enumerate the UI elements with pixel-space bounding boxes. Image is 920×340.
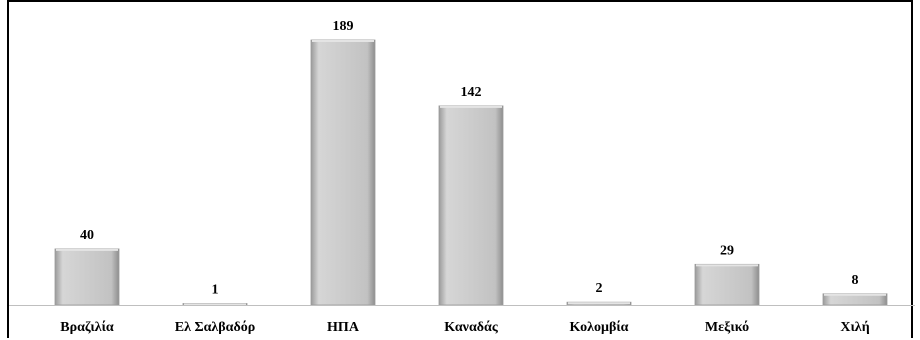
data-label-4: 2 <box>596 281 603 296</box>
category-label-1: Ελ Σαλβαδόρ <box>175 320 256 335</box>
bar-highlight-4 <box>568 302 630 305</box>
bar-5 <box>694 263 760 306</box>
bar-3 <box>438 105 504 306</box>
category-label-6: Χιλή <box>840 320 869 335</box>
data-label-2: 189 <box>333 19 354 34</box>
data-label-1: 1 <box>212 283 219 298</box>
category-label-3: Καναδάς <box>444 320 499 335</box>
data-label-3: 142 <box>461 85 482 100</box>
category-label-5: Μεξικό <box>705 320 749 335</box>
data-label-5: 29 <box>720 243 734 258</box>
bar-chart: 40 1 189 142 2 29 8 Βραζιλία Ελ Σαλβαδόρ ΗΠΑ Κανα… <box>9 19 915 335</box>
bar-2 <box>310 39 376 306</box>
bar-highlight-2 <box>312 40 374 42</box>
bar-highlight-3 <box>440 105 502 108</box>
bar-highlight-5 <box>696 264 758 267</box>
data-label-6: 8 <box>852 273 859 288</box>
bar-highlight-0 <box>56 248 118 251</box>
bar-0 <box>54 248 120 306</box>
category-label-0: Βραζιλία <box>60 320 114 335</box>
bar-highlight-6 <box>824 293 886 296</box>
bar-highlight-1 <box>184 303 246 305</box>
category-label-4: Κολομβία <box>570 320 629 335</box>
data-label-0: 40 <box>80 228 94 243</box>
category-label-2: ΗΠΑ <box>327 320 360 335</box>
chart-frame: 40 1 189 142 2 29 8 Βραζιλία Ελ Σαλβαδόρ ΗΠΑ Κανα… <box>7 0 915 338</box>
